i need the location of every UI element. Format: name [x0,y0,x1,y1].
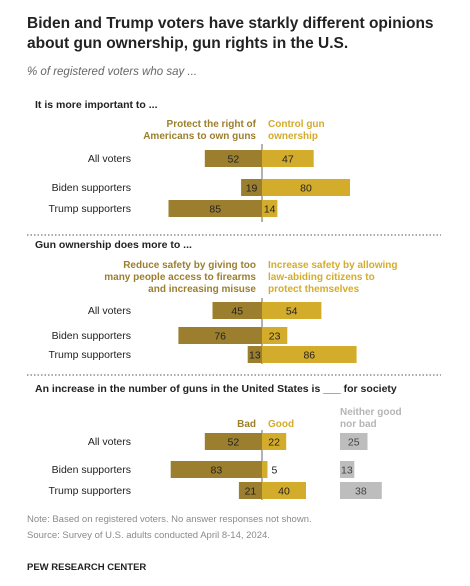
value-label-right: 14 [264,204,276,216]
bar-good [262,433,287,450]
legend-right-line-1: Increase safety by allowing [268,260,398,271]
value-label-neither: 25 [348,437,360,449]
legend-left-line-3: and increasing misuse [148,284,256,295]
legend-right-line-3: protect themselves [268,284,360,295]
bar-good [262,461,268,478]
value-label-bad: 52 [228,437,240,449]
category-label: Trump supporters [49,485,131,497]
category-label: Trump supporters [49,349,131,361]
source-note: Source: Survey of U.S. adults conducted … [27,530,270,541]
bar-neither [340,461,355,478]
bar-left [241,179,262,196]
bar-bad [204,433,262,450]
chart-subtitle: % of registered voters who say ... [27,66,198,78]
footnote: Note: Based on registered voters. No ans… [27,514,312,525]
value-label-left: 85 [209,204,221,216]
value-label-right: 23 [269,331,281,343]
value-label-good: 22 [268,437,280,449]
value-label-left: 45 [231,306,243,318]
bar-right [262,150,314,167]
value-label-neither: 38 [355,486,367,498]
value-label-right: 86 [303,350,315,362]
bar-left [212,302,262,319]
bar-left [168,200,262,217]
section-title: It is more important to ... [35,99,158,111]
category-label: All voters [88,436,131,448]
value-label-bad: 83 [211,465,223,477]
value-label-left: 13 [249,350,261,362]
legend-left-line-2: many people access to firearms [104,272,256,283]
bar-left [178,327,262,344]
bar-right [262,200,278,217]
pew-logo-text: PEW RESEARCH CENTER [27,562,147,573]
legend-right-line-2: ownership [268,131,318,142]
bar-bad [170,461,262,478]
category-label: Biden supporters [52,182,131,194]
value-label-right: 80 [300,183,312,195]
category-label: Trump supporters [49,203,131,215]
value-label-good: 40 [278,486,290,498]
value-label-right: 54 [286,306,298,318]
bar-neither [340,433,368,450]
legend-neither-line-2: nor bad [340,419,377,430]
legend-bad: Bad [237,419,256,430]
chart-title: Biden and Trump voters have starkly diff… [27,15,434,52]
bar-neither [340,482,382,499]
section-title: An increase in the number of guns in the… [35,383,397,395]
value-label-good: 5 [272,465,278,477]
bar-bad [238,482,262,499]
legend-neither-line-1: Neither good [340,407,402,418]
value-label-right: 47 [282,154,294,166]
category-label: Biden supporters [52,330,131,342]
value-label-left: 76 [214,331,226,343]
legend-left-line-1: Protect the right of [167,119,257,130]
category-label: All voters [88,305,131,317]
value-label-neither: 13 [341,465,353,477]
bar-right [262,179,350,196]
bar-left [247,346,262,363]
category-label: Biden supporters [52,464,131,476]
value-label-bad: 21 [245,486,257,498]
legend-left-line-2: Americans to own guns [143,131,256,142]
bar-right [262,346,357,363]
bar-left [204,150,262,167]
bar-right [262,302,322,319]
section-title: Gun ownership does more to ... [35,239,192,251]
legend-right-line-2: law-abiding citizens to [268,272,375,283]
legend-right-line-1: Control gun [268,119,325,130]
category-label: All voters [88,153,131,165]
legend-good: Good [268,419,294,430]
value-label-left: 52 [228,154,240,166]
bar-good [262,482,306,499]
legend-left-line-1: Reduce safety by giving too [123,260,256,271]
value-label-left: 19 [246,183,258,195]
bar-right [262,327,288,344]
